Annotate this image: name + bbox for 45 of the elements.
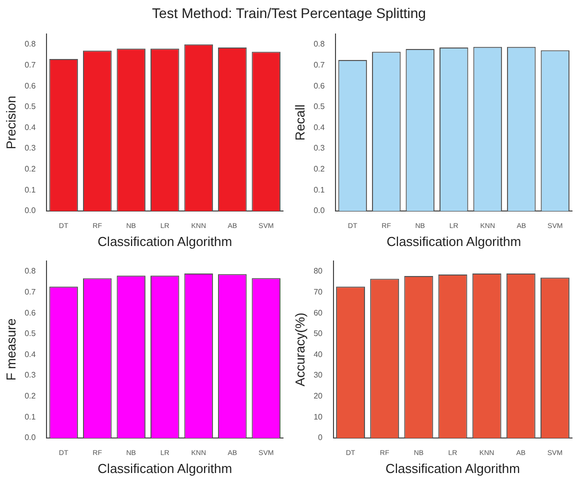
y-axis-title: F measure [3, 318, 18, 381]
y-tick-label: 0.2 [314, 164, 326, 174]
y-tick-label: 0.1 [24, 412, 36, 422]
y-tick-label: 0.4 [24, 122, 36, 132]
y-tick-label: 0.4 [314, 122, 326, 132]
y-tick-label: 70 [314, 287, 324, 296]
y-tick-label: 0.3 [314, 144, 326, 153]
y-tick-label: 0.6 [24, 308, 36, 318]
y-tick-label: 0.5 [24, 102, 36, 112]
y-tick-label: 0.6 [24, 81, 36, 90]
y-axis-title: Precision [3, 96, 18, 150]
y-tick-label: 0.3 [24, 370, 36, 380]
y-tick-label: 0.5 [314, 102, 326, 112]
y-tick-label: 0.0 [24, 433, 36, 442]
y-tick-label: 0 [318, 433, 324, 442]
chart-title: Test Method: Train/Test Percentage Splitting [151, 4, 427, 23]
y-tick-label: 0.1 [24, 185, 36, 194]
y-tick-label: 30 [314, 370, 324, 380]
y-tick-label: 60 [314, 308, 324, 318]
y-tick-label: 0.8 [24, 266, 36, 276]
y-tick-label: 50 [314, 329, 324, 338]
y-tick-label: 20 [314, 392, 324, 401]
y-tick-label: 40 [314, 350, 324, 359]
y-axis-title: Accuracy(%) [292, 312, 308, 386]
y-tick-label: 0.8 [24, 40, 36, 49]
y-tick-label: 80 [314, 266, 324, 276]
y-tick-label: 0.1 [314, 185, 326, 194]
y-tick-label: 0.0 [24, 206, 36, 216]
y-tick-label: 0.8 [314, 40, 326, 49]
y-tick-label: 0.7 [24, 287, 36, 296]
y-tick-label: 0.0 [314, 206, 326, 216]
y-tick-label: 0.7 [24, 60, 36, 70]
y-tick-label: 0.2 [24, 164, 36, 174]
y-tick-label: 0.6 [314, 81, 326, 90]
x-axis-title: Classification Algorithm [386, 234, 522, 249]
y-tick-label: 0.7 [314, 60, 326, 70]
y-axis-title: Recall [292, 104, 308, 141]
x-axis-title: Classification Algorithm [98, 234, 232, 249]
x-axis-title: Classification Algorithm [386, 460, 520, 476]
y-tick-label: 10 [314, 412, 324, 422]
y-tick-label: 0.4 [24, 350, 36, 359]
y-tick-label: 0.3 [24, 144, 36, 153]
y-tick-label: 0.2 [24, 392, 36, 401]
x-axis-title: Classification Algorithm [98, 460, 232, 476]
y-tick-label: 0.5 [24, 329, 36, 338]
